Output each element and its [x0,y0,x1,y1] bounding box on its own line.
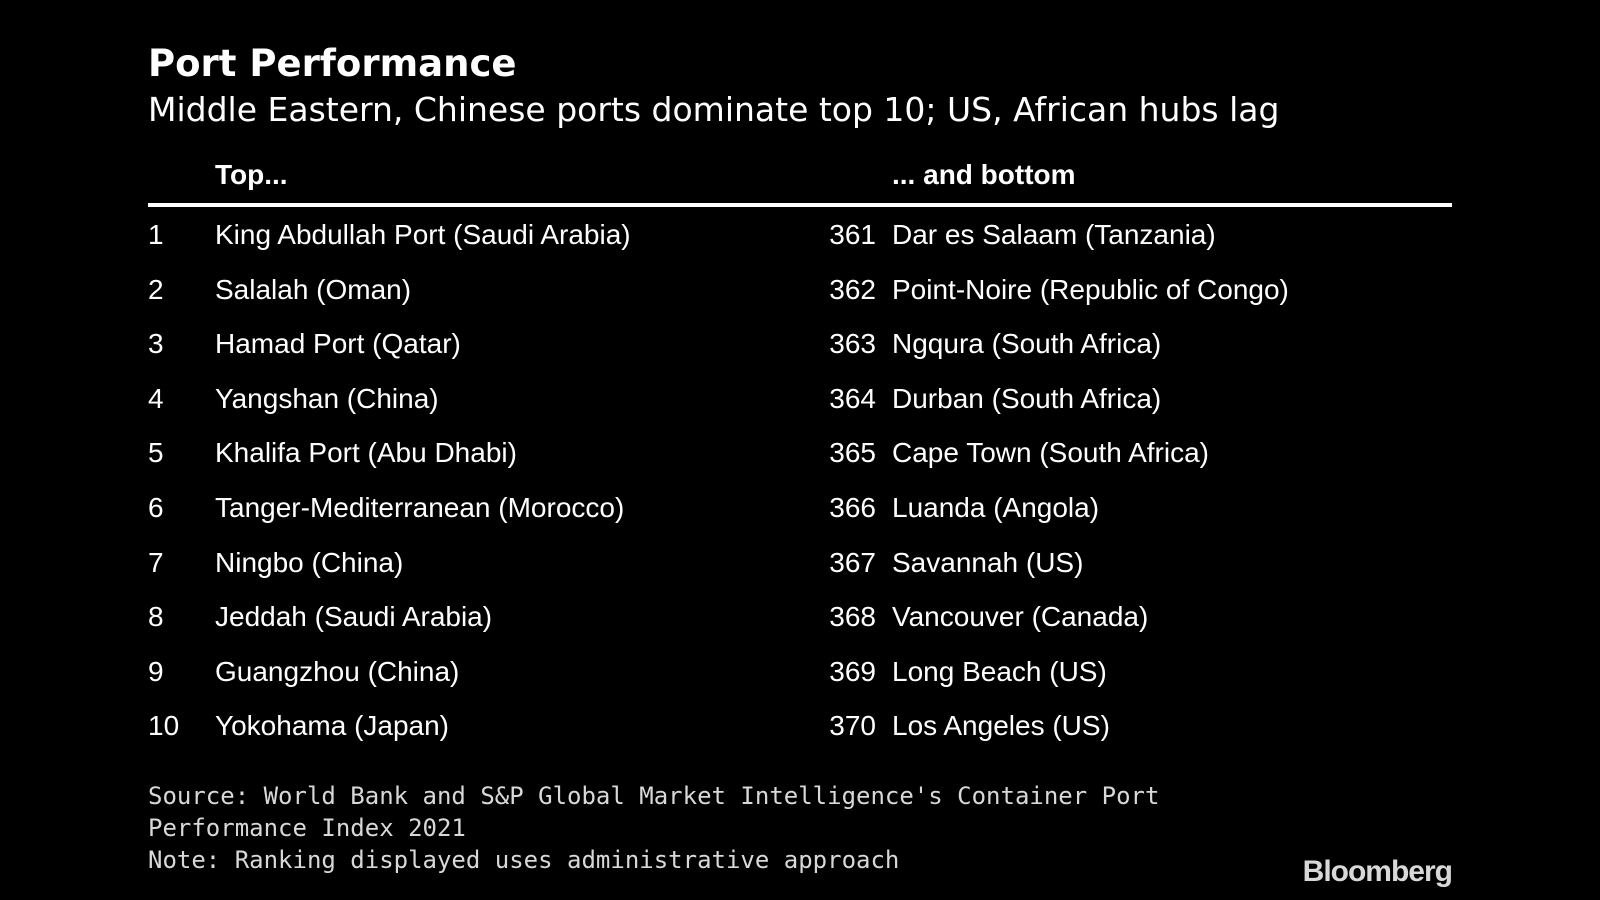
table-row: 3 Hamad Port (Qatar) 363 Ngqura (South Afri… [0,317,1600,371]
bottom-rank: 368 [829,601,876,633]
bottom-rank: 365 [829,437,876,469]
top-port-name: King Abdullah Port (Saudi Arabia) [215,219,631,250]
top-rank: 6 [148,492,164,523]
top-port-name: Khalifa Port (Abu Dhabi) [215,437,517,469]
table-row: 5 Khalifa Port (Abu Dhabi) 365 Cape Town (S… [0,426,1600,480]
top-port-name: Hamad Port (Qatar) [215,328,461,360]
top-rank: 1 [148,219,164,250]
top-rank: 8 [148,601,164,633]
table-row: 10 Yokohama (Japan) 370 Los Angeles (US) [0,699,1600,753]
table-row: 9 Guangzhou (China) 369 Long Beach (US) [0,645,1600,699]
source-line-1: Source: World Bank and S&P Global Market… [148,782,1160,810]
bottom-port-name: Vancouver (Canada) [892,601,1149,633]
top-port-name: Jeddah (Saudi Arabia) [215,601,493,633]
bottom-rank: 361 [829,219,876,250]
top-port-name: Ningbo (China) [215,546,404,578]
bottom-rank: 363 [829,328,876,360]
bottom-rank: 366 [829,492,876,523]
note-line: Note: Ranking displayed uses administrat… [148,846,900,874]
top-rank: 2 [148,273,164,305]
bottom-port-name: Cape Town (South Africa) [892,437,1209,469]
bottom-rank: 370 [829,710,876,742]
table-row: 6 Tanger-Mediterranean (Morocco) 366 Luanda… [0,481,1600,535]
top-rank: 10 [148,710,180,742]
bottom-port-name: Dar es Salaam (Tanzania) [892,219,1216,250]
bottom-rank: 367 [829,546,876,578]
top-rank: 4 [148,382,164,414]
table-row: 8 Jeddah (Saudi Arabia) 368 Vancouver (Cana… [0,590,1600,644]
bottom-rank: 364 [829,382,876,414]
bottom-port-name: Ngqura (South Africa) [892,328,1162,360]
bottom-port-name: Durban (South Africa) [892,382,1162,414]
bottom-rank: 362 [829,273,876,305]
top-rank: 3 [148,328,164,360]
source-note: Source: World Bank and S&P Global Market… [148,780,1160,876]
table-row: 2 Salalah (Oman) 362 Point-Noire (Republic … [0,263,1600,317]
top-rank: 5 [148,437,164,469]
top-port-name: Salalah (Oman) [215,273,412,305]
bottom-port-name: Savannah (US) [892,546,1084,578]
bottom-rank: 369 [829,655,876,687]
bottom-port-name: Long Beach (US) [892,655,1107,687]
column-header-top: Top... [215,159,288,190]
bottom-port-name: Point-Noire (Republic of Congo) [892,273,1289,305]
top-port-name: Tanger-Mediterranean (Morocco) [215,492,625,523]
top-rank: 7 [148,546,164,578]
source-line-2: Performance Index 2021 [148,814,466,842]
chart-subtitle: Middle Eastern, Chinese ports dominate t… [148,90,1280,129]
top-rank: 9 [148,655,164,687]
bottom-port-name: Luanda (Angola) [892,492,1100,523]
table-row: 1 King Abdullah Port (Saudi Arabia) 361 Dar… [0,208,1600,262]
table-row: 4 Yangshan (China) 364 Durban (South Africa… [0,372,1600,426]
chart-title: Port Performance [148,42,517,85]
top-port-name: Yokohama (Japan) [215,710,450,742]
header-rule [148,203,1452,207]
top-port-name: Guangzhou (China) [215,655,460,687]
top-port-name: Yangshan (China) [215,382,439,414]
bottom-port-name: Los Angeles (US) [892,710,1110,742]
table-row: 7 Ningbo (China) 367 Savannah (US) [0,536,1600,590]
bloomberg-logo: Bloomberg [1302,855,1453,888]
column-header-bottom: ... and bottom [892,159,1076,190]
